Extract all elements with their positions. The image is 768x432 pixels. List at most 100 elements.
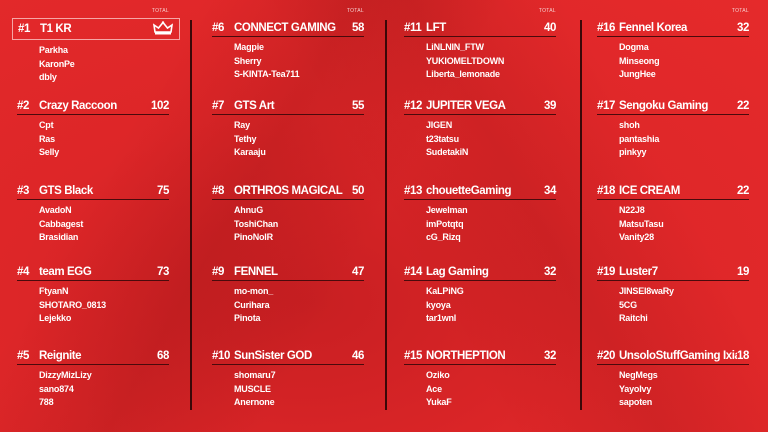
team-entry: #5 Reignite 68 DizzyMizLizy sano874 788 [17,348,169,410]
total-label: TOTAL [731,8,749,14]
standings-column: TOTAL #16 Fennel Korea 32 Dogma Minseong J… [597,0,749,432]
total-label: TOTAL [346,8,364,14]
team-rank: #20 [597,350,615,362]
player-name: shoh [619,120,640,130]
team-rank: #8 [212,185,224,197]
team-score: 46 [352,350,364,362]
column-divider [580,20,582,410]
player-name: YukaF [426,397,452,407]
player-name: Liberta_lemonade [426,69,500,79]
team-rank: #14 [404,266,422,278]
team-score: 32 [544,266,556,278]
team-name: chouetteGaming [426,185,512,197]
team-header: #16 Fennel Korea 32 [597,20,749,37]
team-rank: #3 [17,185,29,197]
player-name: Cpt [39,120,54,130]
standings-column: TOTAL #1 T1 KR Parkha KaronPe dbly #2 Craz… [12,0,180,432]
team-rank: #10 [212,350,230,362]
column-divider [190,20,192,410]
player-list: LiNLNIN_FTW YUKIOMELTDOWN Liberta_lemonade [404,37,556,82]
team-score: 22 [737,185,749,197]
player-name: JIGEN [426,120,453,130]
player-name: t23tatsu [426,133,459,144]
team-rank: #7 [212,100,224,112]
player-name: SudetakiN [426,147,469,157]
team-name: Crazy Raccoon [39,100,117,112]
team-entry: #8 ORTHROS MAGICAL 50 AhnuG ToshiChan Pino… [212,183,364,245]
player-list: NegMegs YayoIvy sapoten [597,365,749,410]
team-entry: #19 Luster7 19 JINSEI8waRy 5CG Raitchi [597,264,749,326]
team-rank: #5 [17,350,29,362]
player-name: MatsuTasu [619,218,664,229]
crown-icon [152,20,174,38]
player-name: Dogma [619,42,649,52]
team-entry: #13 chouetteGaming 34 Jewelman imPotqtq cG… [404,183,556,245]
player-name: AhnuG [234,205,263,215]
team-entry: #20 UnsoloStuffGaming Ixia 18 NegMegs Yay… [597,348,749,410]
player-list: Oziko Ace YukaF [404,365,556,410]
player-list: Dogma Minseong JungHee [597,37,749,82]
team-name: T1 KR [40,23,72,35]
team-score: 75 [157,185,169,197]
team-name: NORTHEPTION [426,350,506,362]
player-name: sapoten [619,397,653,407]
player-name: shomaru7 [234,370,276,380]
team-header: #20 UnsoloStuffGaming Ixia 18 [597,348,749,365]
player-list: AvadoN Cabbagest Brasidian [17,200,169,245]
player-name: S-KINTA-Tea711 [234,69,300,79]
player-name: mo-mon_ [234,286,274,296]
team-entry: #2 Crazy Raccoon 102 Cpt Ras Selly [17,98,169,160]
team-name: team EGG [39,266,92,278]
player-list: KaLPiNG kyoya tar1wnl [404,281,556,326]
team-entry: #6 CONNECT GAMING 58 Magpie Sherry S-KINTA… [212,20,364,82]
team-name: GTS Black [39,185,93,197]
team-header: #8 ORTHROS MAGICAL 50 [212,183,364,200]
player-name: Pinota [234,313,261,323]
player-name: pinkyy [619,147,647,157]
team-rank: #2 [17,100,29,112]
team-score: 55 [352,100,364,112]
team-rank: #15 [404,350,422,362]
player-name: pantashia [619,133,660,144]
player-name: AvadoN [39,205,72,215]
team-header: #5 Reignite 68 [17,348,169,365]
team-entry: #11 LFT 40 LiNLNIN_FTW YUKIOMELTDOWN Liber… [404,20,556,82]
player-name: cG_Rizq [426,232,461,242]
player-name: SHOTARO_0813 [39,299,106,310]
player-name: sano874 [39,383,74,394]
player-name: Brasidian [39,232,79,242]
player-name: PinoNolR [234,232,273,242]
team-name: Sengoku Gaming [619,100,708,112]
team-header: #3 GTS Black 75 [17,183,169,200]
team-score: 32 [737,22,749,34]
team-header: #18 ICE CREAM 22 [597,183,749,200]
player-name: Raitchi [619,313,648,323]
team-score: 19 [737,266,749,278]
team-name: Fennel Korea [619,22,688,34]
team-rank: #17 [597,100,615,112]
team-header: #7 GTS Art 55 [212,98,364,115]
team-score: 18 [737,350,749,362]
player-name: Karaaju [234,147,266,157]
team-score: 32 [544,350,556,362]
player-name: Ras [39,133,55,144]
player-name: Parkha [39,45,68,55]
player-name: Ace [426,383,442,394]
team-rank: #13 [404,185,422,197]
player-name: Curihara [234,299,270,310]
team-entry: #7 GTS Art 55 Ray Tethy Karaaju [212,98,364,160]
team-score: 50 [352,185,364,197]
player-name: DizzyMizLizy [39,370,92,380]
team-rank: #19 [597,266,615,278]
team-header: #1 T1 KR [12,18,180,40]
player-name: Oziko [426,370,450,380]
player-list: Ray Tethy Karaaju [212,115,364,160]
team-score: 40 [544,22,556,34]
team-rank: #6 [212,22,224,34]
player-name: FtyanN [39,286,69,296]
team-score: 39 [544,100,556,112]
team-rank: #9 [212,266,224,278]
player-name: dbly [39,72,57,82]
team-name: GTS Art [234,100,275,112]
team-header: #11 LFT 40 [404,20,556,37]
